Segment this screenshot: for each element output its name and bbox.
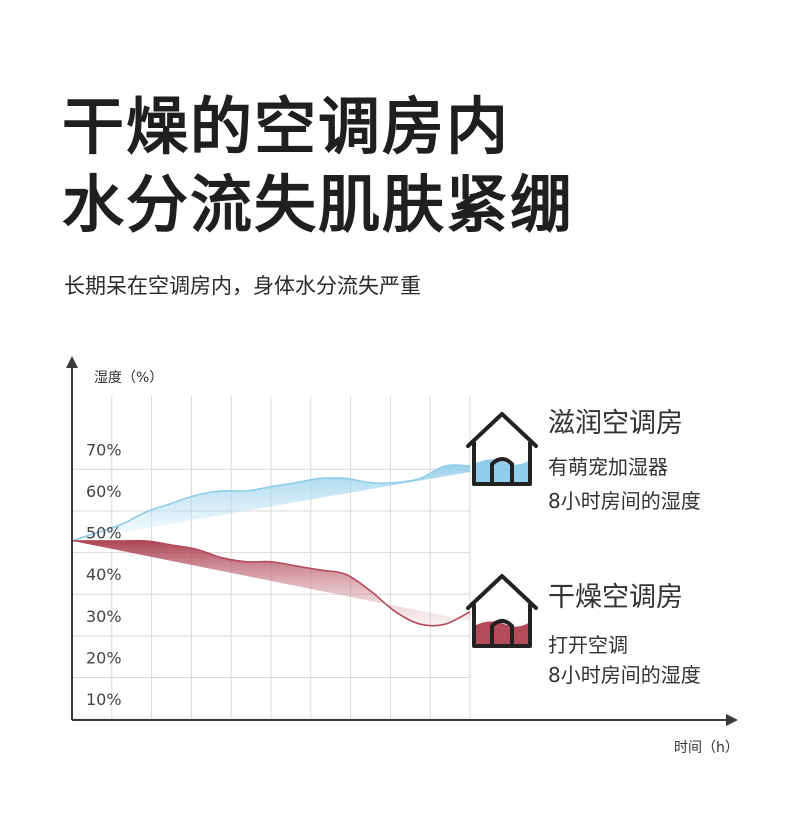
axes <box>66 356 738 726</box>
y-tick-label: 70% <box>86 440 122 459</box>
house-icon <box>466 574 538 648</box>
house-roof <box>466 574 538 610</box>
humid-room-series-line <box>71 464 471 542</box>
y-tick-label: 30% <box>86 607 122 626</box>
house-walls <box>472 442 532 486</box>
x-axis-label: 时间（h） <box>674 740 739 756</box>
house-roof <box>466 412 538 448</box>
humid-room-series-area <box>72 465 470 541</box>
y-tick-label: 10% <box>86 690 122 709</box>
y-tick-label: 40% <box>86 565 122 584</box>
room-desc-2: 8小时房间的湿度 <box>548 663 701 687</box>
dry-room-series-line <box>72 539 471 627</box>
headline-line-2: 水分流失肌肤紧绷 <box>62 168 575 241</box>
y-axis-label: 湿度（%） <box>94 370 163 386</box>
house-water-fill <box>474 459 530 484</box>
house-walls <box>472 604 532 648</box>
y-tick-label: 60% <box>86 482 122 501</box>
y-axis-arrow <box>66 356 78 368</box>
headline-line-1: 干燥的空调房内 <box>62 90 511 163</box>
y-tick-label: 20% <box>86 649 122 668</box>
room-desc-1: 有萌宠加湿器 <box>548 455 668 479</box>
y-tick-label: 50% <box>86 524 122 543</box>
y-tick-labels: 70% 60% 50% 40% 30% 20% 10% <box>86 440 122 709</box>
house-icon <box>466 412 538 486</box>
house-water-fill <box>474 621 530 646</box>
headline: 干燥的空调房内 水分流失肌肤紧绷 <box>62 88 574 244</box>
house-door <box>490 457 514 484</box>
legend-dry-room: 干燥空调房 打开空调 8小时房间的湿度 <box>466 574 701 687</box>
dry-room-series-area <box>72 540 470 626</box>
room-desc-1: 打开空调 <box>548 633 628 657</box>
room-title: 滋润空调房 <box>548 408 683 439</box>
room-desc-2: 8小时房间的湿度 <box>548 489 701 513</box>
series-areas <box>71 464 471 627</box>
legend-humid-room: 滋润空调房 有萌宠加湿器 8小时房间的湿度 <box>466 408 701 513</box>
house-door <box>490 619 514 646</box>
grid <box>71 396 471 720</box>
room-title: 干燥空调房 <box>548 582 683 613</box>
x-axis-arrow <box>726 714 738 726</box>
subtitle: 长期呆在空调房内，身体水分流失严重 <box>64 274 421 298</box>
